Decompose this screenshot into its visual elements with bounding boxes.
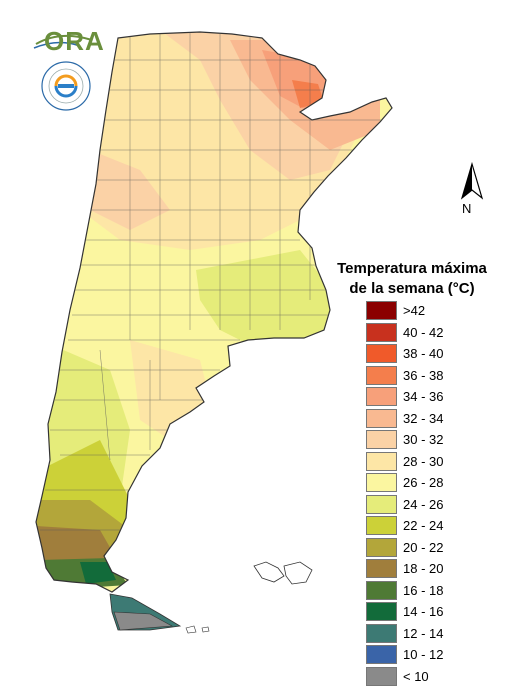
legend-item: 18 - 20 <box>366 558 443 580</box>
legend-swatch <box>366 366 397 385</box>
legend-label: 30 - 32 <box>403 432 443 447</box>
legend-swatch <box>366 409 397 428</box>
legend-label: 14 - 16 <box>403 604 443 619</box>
legend-swatch <box>366 430 397 449</box>
legend-item: 30 - 32 <box>366 429 443 451</box>
legend-label: 28 - 30 <box>403 454 443 469</box>
north-label: N <box>462 201 471 216</box>
legend-swatch <box>366 516 397 535</box>
legend-swatch <box>366 645 397 664</box>
legend-item: 10 - 12 <box>366 644 443 666</box>
legend-swatch <box>366 473 397 492</box>
legend-item: 34 - 36 <box>366 386 443 408</box>
legend-item: 26 - 28 <box>366 472 443 494</box>
legend-swatch <box>366 344 397 363</box>
legend-swatch <box>366 538 397 557</box>
legend-label: 40 - 42 <box>403 325 443 340</box>
legend-label: 32 - 34 <box>403 411 443 426</box>
legend-label: 22 - 24 <box>403 518 443 533</box>
legend-label: 12 - 14 <box>403 626 443 641</box>
legend-item: >42 <box>366 300 443 322</box>
legend-swatch <box>366 323 397 342</box>
legend-item: 32 - 34 <box>366 408 443 430</box>
zone-14-16-south <box>80 562 116 584</box>
legend-swatch <box>366 387 397 406</box>
legend-item: < 10 <box>366 666 443 687</box>
legend-label: 34 - 36 <box>403 389 443 404</box>
ora-logo-text: ORA <box>44 26 105 57</box>
legend-item: 20 - 22 <box>366 537 443 559</box>
legend-swatch <box>366 581 397 600</box>
legend-item: 36 - 38 <box>366 365 443 387</box>
legend-label: < 10 <box>403 669 429 684</box>
legend-item: 14 - 16 <box>366 601 443 623</box>
legend-swatch <box>366 624 397 643</box>
legend-label: 36 - 38 <box>403 368 443 383</box>
legend-swatch <box>366 301 397 320</box>
legend-item: 24 - 26 <box>366 494 443 516</box>
legend-item: 12 - 14 <box>366 623 443 645</box>
legend-item: 16 - 18 <box>366 580 443 602</box>
legend-item: 38 - 40 <box>366 343 443 365</box>
legend-label: 38 - 40 <box>403 346 443 361</box>
legend-title-line1: Temperatura máxima <box>322 259 502 279</box>
legend-label: >42 <box>403 303 425 318</box>
legend-label: 24 - 26 <box>403 497 443 512</box>
legend-item: 28 - 30 <box>366 451 443 473</box>
legend-label: 18 - 20 <box>403 561 443 576</box>
legend-swatch <box>366 452 397 471</box>
legend-swatch <box>366 602 397 621</box>
malvinas-islands <box>254 562 312 584</box>
legend-item: 40 - 42 <box>366 322 443 344</box>
small-islands <box>186 626 209 633</box>
legend-swatch <box>366 495 397 514</box>
legend-label: 16 - 18 <box>403 583 443 598</box>
legend-label: 20 - 22 <box>403 540 443 555</box>
legend-label: 26 - 28 <box>403 475 443 490</box>
legend-label: 10 - 12 <box>403 647 443 662</box>
legend: >42 40 - 42 38 - 40 36 - 38 34 - 36 32 - 34 30… <box>366 300 443 687</box>
north-arrow-icon <box>452 160 492 224</box>
legend-item: 22 - 24 <box>366 515 443 537</box>
legend-swatch <box>366 667 397 686</box>
legend-title: Temperatura máxima de la semana (°C) <box>322 259 502 299</box>
legend-title-line2: de la semana (°C) <box>322 279 502 299</box>
legend-swatch <box>366 559 397 578</box>
